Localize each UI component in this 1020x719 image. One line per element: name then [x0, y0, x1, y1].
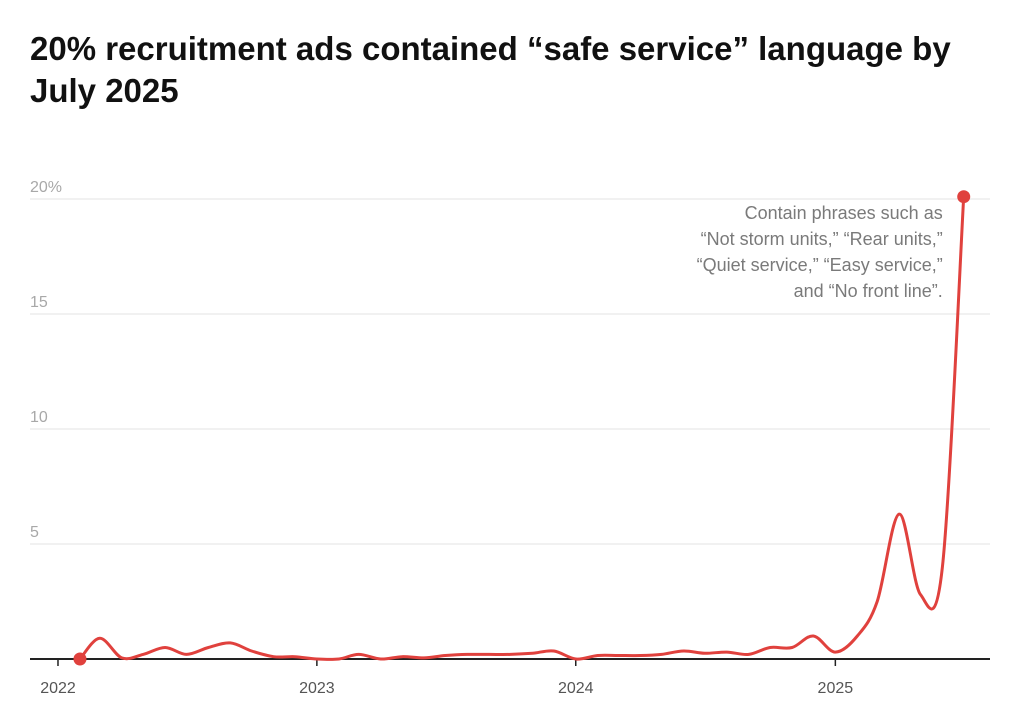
x-tick-label: 2025 — [818, 680, 854, 697]
annotation-line: “Quiet service,” “Easy service,” — [697, 255, 943, 275]
y-tick-label: 20% — [30, 179, 62, 196]
annotation-line: “Not storm units,” “Rear units,” — [701, 229, 943, 249]
y-tick-label: 5 — [30, 524, 39, 541]
annotation-line: and “No front line”. — [794, 281, 943, 301]
x-axis — [30, 658, 990, 666]
series-line — [78, 195, 966, 661]
annotation-line: Contain phrases such as — [745, 203, 943, 223]
gridlines — [30, 198, 990, 545]
annotation: Contain phrases such as “Not storm units,… — [697, 203, 943, 301]
tick-labels: 5 10 15 20% 2022 2023 2024 2025 — [30, 179, 853, 697]
chart-title: 20% recruitment ads contained “safe serv… — [30, 30, 951, 109]
x-tick-label: 2024 — [558, 680, 594, 697]
y-tick-label: 15 — [30, 294, 48, 311]
highlight-point — [957, 190, 971, 204]
highlight-point — [73, 652, 87, 666]
x-tick-label: 2022 — [40, 680, 76, 697]
y-tick-label: 10 — [30, 409, 48, 426]
x-tick-label: 2023 — [299, 680, 335, 697]
series-layer — [73, 190, 971, 666]
